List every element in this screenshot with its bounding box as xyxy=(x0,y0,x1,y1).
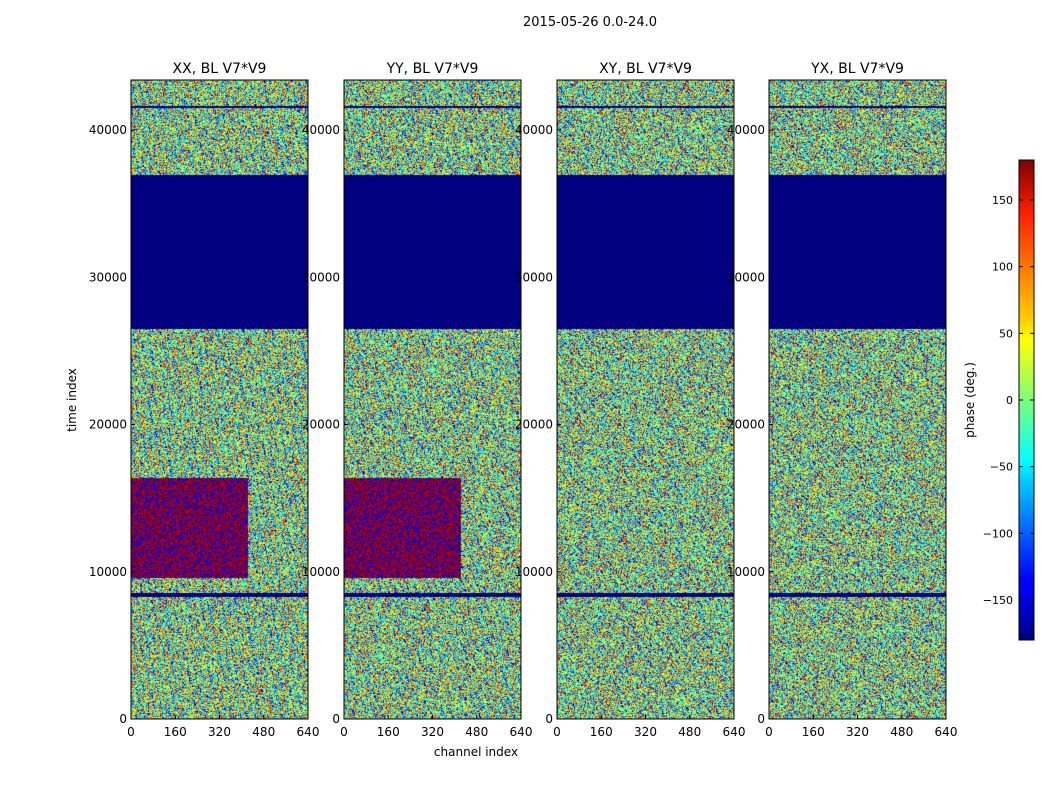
y-tick-label: 40000 xyxy=(302,123,340,137)
x-tick-label: 480 xyxy=(678,725,701,739)
y-tick-label: 0 xyxy=(119,712,127,726)
x-tick-label: 160 xyxy=(164,725,187,739)
phase-heatmap-canvas xyxy=(769,80,946,719)
y-tick-label: 10000 xyxy=(515,565,553,579)
colorbar-tick-label: −100 xyxy=(983,527,1013,540)
panel-xy: XY, BL V7*V9 0 160 320 480 640 0 10000 20000 3000… xyxy=(515,61,746,739)
panel-title: YX, BL V7*V9 xyxy=(810,61,904,77)
x-tick-label: 320 xyxy=(421,725,444,739)
phase-heatmap-canvas xyxy=(344,80,521,719)
colorbar-ticks: −150 −100 −50 0 50 100 150 xyxy=(983,194,1034,607)
y-tick-label: 20000 xyxy=(302,418,340,432)
x-tick-label: 640 xyxy=(935,725,958,739)
y-tick-label: 0 xyxy=(545,712,553,726)
y-tick-label: 20000 xyxy=(89,418,127,432)
x-tick-label: 0 xyxy=(765,725,773,739)
y-tick-label: 20000 xyxy=(727,418,765,432)
colorbar-label: phase (deg.) xyxy=(963,362,977,438)
panel-yy: YY, BL V7*V9 0 160 320 480 640 0 10000 20000 3000… xyxy=(302,61,533,739)
colorbar-tick-label: −50 xyxy=(990,461,1013,474)
y-tick-label: 30000 xyxy=(515,270,553,284)
x-tick-label: 0 xyxy=(127,725,135,739)
x-tick-label: 640 xyxy=(510,725,533,739)
phase-heatmap-canvas xyxy=(557,80,734,719)
colorbar: −150 −100 −50 0 50 100 150 phase (deg.) xyxy=(963,159,1035,641)
x-tick-label: 320 xyxy=(846,725,869,739)
y-tick-label: 20000 xyxy=(515,418,553,432)
panel-yx: YX, BL V7*V9 0 160 320 480 640 0 10000 20000 3000… xyxy=(727,61,958,739)
phase-heatmap xyxy=(557,80,734,719)
x-axis-label: channel index xyxy=(434,745,518,759)
phase-heatmap-canvas xyxy=(131,80,308,719)
panel-title: YY, BL V7*V9 xyxy=(386,61,479,77)
x-tick-label: 160 xyxy=(590,725,613,739)
x-tick-label: 480 xyxy=(890,725,913,739)
y-tick-label: 40000 xyxy=(89,123,127,137)
colorbar-tick-label: 100 xyxy=(992,261,1013,274)
figure-suptitle: 2015-05-26 0.0-24.0 xyxy=(523,15,657,30)
x-tick-label: 640 xyxy=(723,725,746,739)
x-tick-label: 320 xyxy=(208,725,231,739)
panel-title: XY, BL V7*V9 xyxy=(599,61,692,77)
panel-xx: XX, BL V7*V9 0 160 320 480 640 0 10000 20000 3000… xyxy=(65,61,319,739)
x-tick-label: 160 xyxy=(802,725,825,739)
panels-layer: XX, BL V7*V9 0 160 320 480 640 0 10000 20000 3000… xyxy=(65,61,957,759)
x-tick-label: 0 xyxy=(553,725,561,739)
y-tick-label: 0 xyxy=(332,712,340,726)
colorbar-tick-label: −150 xyxy=(983,594,1013,607)
phase-heatmap xyxy=(769,80,946,719)
x-tick-label: 160 xyxy=(377,725,400,739)
panel-title: XX, BL V7*V9 xyxy=(173,61,267,77)
y-tick-label: 0 xyxy=(757,712,765,726)
y-tick-label: 30000 xyxy=(727,270,765,284)
phase-heatmap xyxy=(131,80,308,719)
phase-heatmap xyxy=(344,80,521,719)
y-tick-label: 40000 xyxy=(515,123,553,137)
y-tick-label: 10000 xyxy=(302,565,340,579)
colorbar-tick-label: 0 xyxy=(1006,394,1013,407)
y-tick-label: 10000 xyxy=(89,565,127,579)
colorbar-tick-label: 150 xyxy=(992,194,1013,207)
colorbar-tick-label: 50 xyxy=(999,327,1013,340)
y-tick-label: 30000 xyxy=(89,270,127,284)
y-tick-label: 10000 xyxy=(727,565,765,579)
panel-ylabel: time index xyxy=(65,368,79,432)
y-tick-label: 30000 xyxy=(302,270,340,284)
x-tick-label: 480 xyxy=(252,725,275,739)
x-tick-label: 320 xyxy=(634,725,657,739)
x-tick-label: 480 xyxy=(465,725,488,739)
y-tick-label: 40000 xyxy=(727,123,765,137)
x-tick-label: 0 xyxy=(340,725,348,739)
x-tick-label: 640 xyxy=(297,725,320,739)
